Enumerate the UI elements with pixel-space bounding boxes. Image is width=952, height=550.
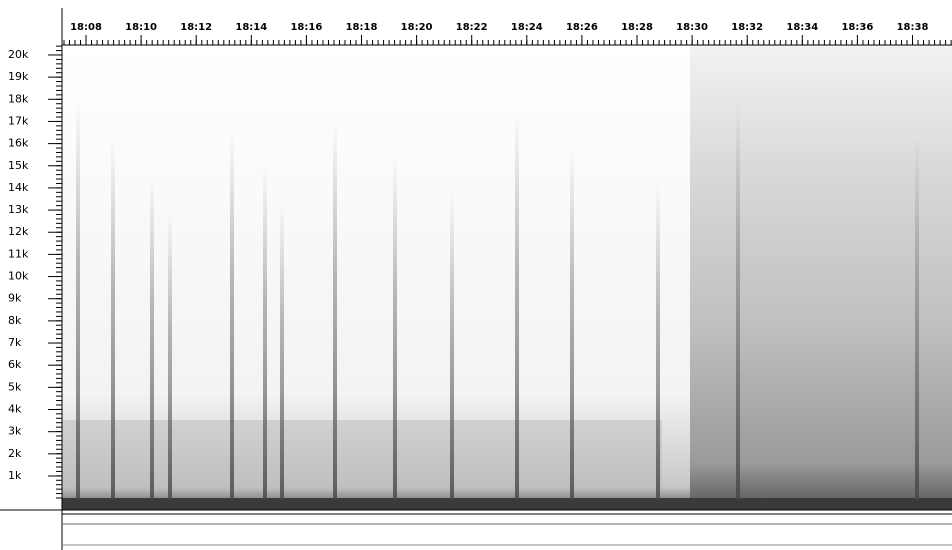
freq-label: 20k <box>8 48 29 61</box>
freq-label: 5k <box>8 380 22 393</box>
freq-label: 15k <box>8 159 29 172</box>
time-label: 18:32 <box>731 22 763 33</box>
freq-label: 8k <box>8 314 22 327</box>
time-label: 18:28 <box>621 22 653 33</box>
streak <box>333 119 337 500</box>
streak <box>280 202 284 500</box>
time-label: 18:34 <box>786 22 818 33</box>
streak <box>915 138 919 500</box>
time-label: 18:38 <box>897 22 929 33</box>
freq-label: 4k <box>8 403 22 416</box>
freq-label: 16k <box>8 137 29 150</box>
streak <box>150 174 154 500</box>
time-label: 18:14 <box>235 22 267 33</box>
time-label: 18:16 <box>290 22 322 33</box>
freq-label: 14k <box>8 181 29 194</box>
time-label: 18:10 <box>125 22 157 33</box>
dark-region <box>690 45 952 510</box>
freq-label: 3k <box>8 425 22 438</box>
streak <box>76 100 80 500</box>
freq-label: 6k <box>8 358 22 371</box>
streak <box>111 137 115 500</box>
time-label: 18:22 <box>456 22 488 33</box>
freq-label: 17k <box>8 114 29 127</box>
freq-label: 12k <box>8 225 29 238</box>
freq-label: 18k <box>8 92 29 105</box>
streak <box>230 128 234 500</box>
overlay: 18:08 18:10 18:12 18:14 18:16 18:18 18:20 18:22… <box>8 22 952 500</box>
time-label: 18:18 <box>346 22 378 33</box>
streak <box>736 101 740 500</box>
bottom-band <box>62 498 952 510</box>
time-label: 18:24 <box>511 22 543 33</box>
streak <box>570 147 574 500</box>
freq-label: 10k <box>8 270 29 283</box>
time-label: 18:12 <box>180 22 212 33</box>
freq-label: 11k <box>8 247 29 260</box>
time-label: 18:30 <box>676 22 708 33</box>
freq-label: 7k <box>8 336 22 349</box>
time-label: 18:26 <box>566 22 598 33</box>
time-label: 18:36 <box>841 22 873 33</box>
streak <box>263 165 267 500</box>
time-label: 18:20 <box>401 22 433 33</box>
freq-label: 19k <box>8 70 29 83</box>
streak <box>656 184 660 500</box>
low-band <box>62 420 662 490</box>
streak <box>515 110 519 500</box>
streak <box>450 193 454 500</box>
streak <box>393 156 397 500</box>
freq-label: 2k <box>8 447 22 460</box>
freq-label: 9k <box>8 292 22 305</box>
time-label: 18:08 <box>70 22 102 33</box>
streak <box>168 211 172 500</box>
freq-label: 1k <box>8 469 22 482</box>
freq-label: 13k <box>8 203 29 216</box>
